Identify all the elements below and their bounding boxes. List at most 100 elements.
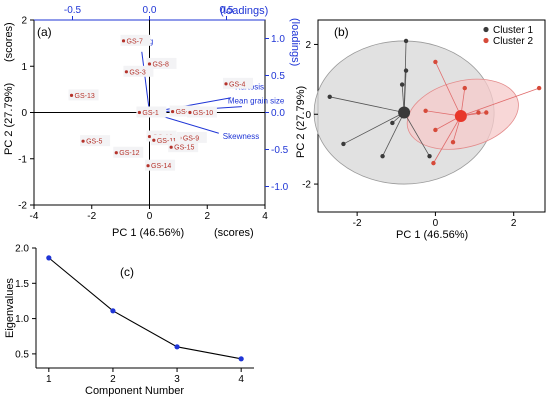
panel-c-y-tick-label: 1.0 — [15, 314, 29, 325]
panel-a-point-label-bg — [146, 57, 177, 69]
panel-c-y-tick-label: 1.5 — [15, 279, 29, 290]
cluster-2-point — [536, 85, 542, 91]
panel-a-top-axis-label: (loadings) — [220, 5, 268, 17]
panel-a-point-label-bg — [176, 131, 207, 143]
panel-b-y-tick-label: 2 — [305, 40, 311, 51]
panel-c-eigenvalue-point — [46, 255, 52, 261]
cluster-2-spoke — [435, 61, 462, 117]
panel-a-x-tick-label: 2 — [204, 211, 210, 222]
panel-a-point-label: GS-4 — [229, 81, 245, 88]
cluster-2-point — [423, 108, 428, 113]
legend-label-cluster-2: Cluster 2 — [493, 36, 533, 47]
panel-b-x-ticks: -2 0 2 — [353, 212, 517, 229]
cluster-1-spoke — [329, 96, 405, 113]
panel-a-score-point — [81, 139, 85, 143]
panel-a-point-label-bg — [145, 159, 176, 171]
panel-c-y-tick-label: 0.5 — [15, 349, 29, 360]
panel-a-point-label: GS-8 — [153, 61, 169, 68]
legend-marker-cluster-1 — [483, 26, 489, 33]
panel-a-y-tick-label: 0 — [21, 108, 27, 119]
panel-a-x-tick-label: 0 — [147, 211, 153, 222]
cluster-2-centroid — [454, 110, 467, 122]
panel-b-x-tick-label: 2 — [511, 218, 517, 229]
panel-a-point-label-bg — [186, 106, 217, 118]
panel-c-x-tick-label: 4 — [238, 374, 244, 385]
panel-a-right-tick-label: 0.0 — [271, 108, 285, 119]
panel-a-score-point — [146, 164, 150, 168]
cluster-2-point — [433, 127, 438, 133]
panel-a-point-label: GS-15 — [174, 145, 194, 152]
cluster-1-centroid — [398, 106, 411, 119]
panel-a-score-point — [188, 110, 192, 115]
panel-a-score-point — [69, 93, 74, 97]
panel-b-confidence-ellipses — [313, 40, 519, 185]
cluster-1-spoke — [403, 112, 430, 157]
panel-a-point-label-bg — [120, 34, 151, 46]
panel-a-point-label-bg — [223, 77, 254, 89]
legend-label-cluster-1: Cluster 1 — [493, 25, 533, 36]
panel-a-right-tick-label: -1.0 — [271, 182, 289, 193]
cluster-2-point — [450, 139, 456, 145]
panel-a-point-label-bg — [68, 89, 99, 101]
panel-a-top-ticks: -0.5 0.0 0.5 — [64, 5, 234, 20]
panel-a-score-point — [171, 109, 175, 114]
panel-a-top-tick-label: 0.0 — [143, 5, 157, 16]
panel-b-x-tick-label: -2 — [353, 218, 362, 229]
panel-c-eigenvalue-point — [110, 308, 116, 314]
panel-a-y-ticks: -2 -1 0 1 2 — [18, 16, 34, 212]
panel-a-point-label: GS-13 — [75, 93, 95, 100]
panel-a-point-label-bg — [169, 105, 200, 117]
panel-a-x-tick-label: -4 — [30, 211, 39, 222]
panel-a-point-label: GS-2 — [176, 109, 192, 116]
panel-a-score-point — [137, 110, 141, 115]
panel-a-score-point — [147, 62, 152, 66]
panel-a-point-label-bg — [136, 106, 167, 118]
panel-a-point-label: GS-5 — [86, 139, 102, 146]
panel-c-x-ticks: 1 2 3 4 — [46, 368, 244, 385]
panel-a-score-point — [147, 134, 152, 139]
legend-marker-cluster-2 — [483, 37, 489, 44]
panel-c-y-axis-label: Eigenvalues — [4, 278, 16, 338]
panel-a-point-label: GS-14 — [151, 163, 171, 170]
panel-a-y-scores-label: (scores) — [3, 22, 15, 62]
panel-a-score-point — [121, 39, 126, 43]
cluster-1-point — [403, 38, 409, 44]
panel-a-right-ticks: -1.0 -0.5 0.0 0.5 1.0 — [265, 34, 289, 193]
panel-a-x-ticks: -4 -2 0 2 4 — [30, 205, 268, 222]
panel-b-label: (b) — [334, 25, 349, 39]
panel-c-label: (c) — [120, 265, 134, 279]
panel-a-x-tick-label: 4 — [262, 211, 268, 222]
panel-a-score-points: GS-7GS-8GS-3GS-4GS-13GS-1GS-2GS-10GS-16G… — [68, 34, 254, 171]
panel-a-point-label-bg — [113, 146, 144, 158]
panel-c-y-ticks: 0.5 1.0 1.5 2.0 — [15, 244, 36, 360]
panel-c-eigenvalue-line — [48, 257, 242, 360]
panel-b-y-tick-label: -2 — [302, 180, 311, 191]
cluster-1-spoke — [343, 112, 405, 145]
panel-a-score-point — [152, 138, 156, 142]
panel-a-y-tick-label: -2 — [18, 201, 27, 212]
panel-a-right-tick-label: 1.0 — [271, 34, 285, 45]
panel-b-y-tick-label: 0 — [305, 110, 311, 121]
panel-a-top-tick-label: 0.5 — [220, 5, 234, 16]
panel-a-point-label-bg — [168, 141, 199, 153]
panel-a-point-label-bg — [123, 65, 154, 77]
cluster-1-spoke — [403, 70, 407, 113]
panel-a-x-scores-label: (scores) — [214, 227, 254, 239]
panel-a-score-point — [224, 82, 228, 86]
panel-b-x-tick-label: 0 — [433, 218, 439, 229]
panel-a-point-label: GS-7 — [127, 38, 143, 45]
cluster-2-spoke — [433, 115, 462, 164]
panel-a-loading-label: Skewness — [223, 132, 259, 141]
panel-c-eigenvalue-point — [174, 344, 180, 350]
panel-a-x-axis-label: PC 1 (46.56%) — [112, 227, 184, 239]
panel-b-y-axis-label: PC 2 (27.79%) — [295, 86, 307, 158]
panel-a-right-tick-label: 0.5 — [271, 71, 285, 82]
panel-a-loading-label: Mean grain size — [228, 97, 285, 106]
panel-a-point-label-bg — [150, 134, 181, 146]
cluster-1-point — [341, 141, 346, 147]
panel-c-markers — [46, 255, 244, 362]
panel-a-y-tick-label: 1 — [21, 62, 27, 73]
